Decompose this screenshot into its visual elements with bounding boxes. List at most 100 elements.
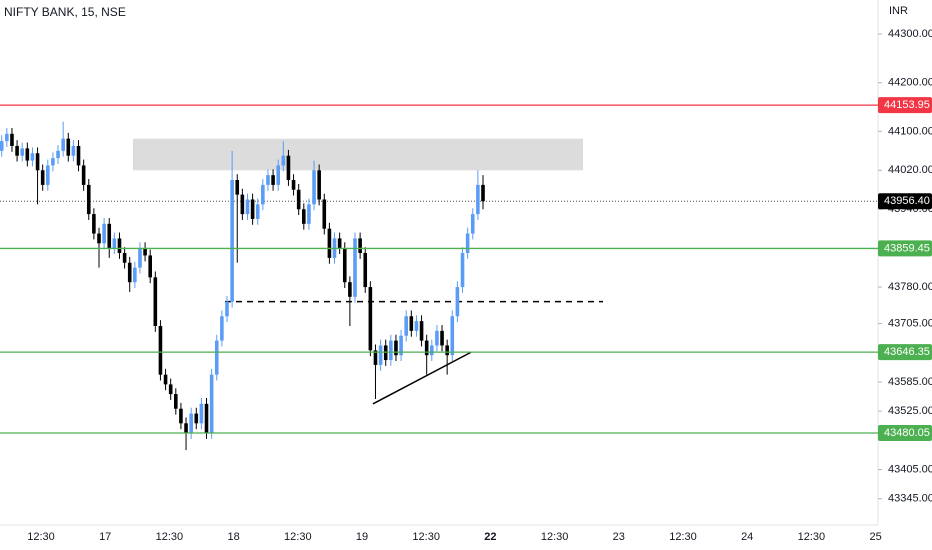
y-tick-label: 43525.00 bbox=[888, 405, 932, 417]
candle-body bbox=[225, 301, 229, 317]
candle-body bbox=[281, 155, 286, 166]
candle-body bbox=[465, 233, 470, 254]
candle-body bbox=[15, 145, 19, 156]
candle-body bbox=[312, 170, 316, 205]
candle-body bbox=[153, 277, 158, 326]
candle-body bbox=[199, 403, 204, 424]
candle-body bbox=[373, 350, 378, 365]
candle-body bbox=[209, 374, 214, 434]
candle-body bbox=[302, 209, 306, 224]
candle-body bbox=[163, 374, 168, 385]
x-tick-label: 22 bbox=[484, 531, 496, 543]
y-tick-label: 44020.00 bbox=[888, 164, 932, 176]
candle-body bbox=[389, 340, 393, 361]
candle-body bbox=[261, 184, 265, 205]
candle-body bbox=[240, 194, 245, 215]
candle-body bbox=[158, 325, 163, 375]
candle-body bbox=[296, 189, 301, 210]
candle-body bbox=[307, 204, 311, 224]
candle-body bbox=[348, 282, 352, 297]
candle-body bbox=[476, 184, 480, 215]
candle-body bbox=[220, 316, 224, 341]
candle-body bbox=[133, 267, 137, 283]
current-price-label: 43956.40 bbox=[884, 195, 930, 207]
level-label: 43480.05 bbox=[884, 427, 930, 439]
candle-body bbox=[10, 133, 14, 146]
candle-body bbox=[138, 248, 142, 268]
x-tick-label: 12:30 bbox=[284, 531, 312, 543]
x-tick-label: 24 bbox=[741, 531, 753, 543]
y-tick-label: 43585.00 bbox=[888, 376, 932, 388]
x-tick-label: 12:30 bbox=[412, 531, 440, 543]
candle-body bbox=[235, 180, 240, 195]
candle-body bbox=[230, 180, 234, 302]
candle-body bbox=[97, 233, 101, 244]
candle-body bbox=[414, 321, 419, 331]
candle-body bbox=[353, 238, 357, 297]
candle-body bbox=[189, 413, 193, 434]
candle-body bbox=[455, 287, 460, 317]
candle-body bbox=[430, 345, 434, 356]
resistance-zone bbox=[133, 138, 583, 171]
level-label: 43859.45 bbox=[884, 242, 930, 254]
candle-body bbox=[470, 214, 475, 234]
candle-body bbox=[143, 248, 147, 256]
candle-body bbox=[86, 184, 91, 215]
candle-body bbox=[46, 165, 50, 185]
level-label-box bbox=[878, 425, 932, 442]
candle-body bbox=[214, 340, 219, 375]
candle-body bbox=[276, 165, 280, 185]
x-tick-label: 12:30 bbox=[541, 531, 569, 543]
candle-body bbox=[363, 253, 368, 288]
y-tick-label: 44200.00 bbox=[888, 77, 932, 89]
candle-body bbox=[404, 316, 408, 336]
candle-body bbox=[445, 345, 449, 356]
candle-body bbox=[378, 345, 383, 365]
candle-body bbox=[168, 384, 173, 395]
candle-body bbox=[460, 253, 465, 288]
current-price-box bbox=[878, 193, 932, 210]
y-tick-label: 43705.00 bbox=[888, 317, 932, 329]
candle-body bbox=[5, 133, 9, 142]
y-tick-label: 43345.00 bbox=[888, 493, 932, 505]
candle-body bbox=[317, 170, 321, 200]
candle-body bbox=[435, 330, 439, 346]
level-label: 43646.35 bbox=[884, 346, 930, 358]
level-label-box bbox=[878, 97, 932, 114]
candle-body bbox=[0, 141, 4, 151]
y-tick-label: 43405.00 bbox=[888, 463, 932, 475]
candle-body bbox=[92, 214, 96, 234]
candle-body bbox=[291, 180, 296, 190]
chart-title: NIFTY BANK, 15, NSE bbox=[4, 5, 126, 19]
candle-body bbox=[81, 165, 86, 185]
currency: INR bbox=[889, 5, 908, 17]
candle-body bbox=[481, 184, 485, 202]
candle-body bbox=[56, 150, 60, 159]
candle-body bbox=[112, 238, 117, 249]
candle-body bbox=[35, 153, 40, 171]
candle-body bbox=[194, 413, 199, 424]
candle-body bbox=[127, 262, 132, 283]
level-label-box bbox=[878, 240, 932, 257]
candle-body bbox=[440, 330, 444, 346]
candle-body bbox=[337, 238, 342, 249]
x-tick-label: 12:30 bbox=[27, 531, 55, 543]
candle-body bbox=[368, 287, 373, 351]
candle-body bbox=[71, 145, 76, 156]
candle-body bbox=[286, 155, 291, 181]
candle-body bbox=[419, 321, 424, 341]
level-label-box bbox=[878, 344, 932, 361]
candle-body bbox=[266, 175, 270, 185]
candle-body bbox=[255, 204, 260, 219]
candle-body bbox=[424, 340, 429, 356]
candle-body bbox=[245, 199, 250, 215]
x-tick-label: 18 bbox=[227, 531, 239, 543]
candle-body bbox=[322, 199, 327, 229]
candle-body bbox=[409, 316, 414, 331]
x-tick-label: 25 bbox=[869, 531, 881, 543]
level-label: 44153.95 bbox=[884, 99, 930, 111]
candle-body bbox=[204, 403, 209, 434]
y-tick-label: 44300.00 bbox=[888, 28, 932, 40]
